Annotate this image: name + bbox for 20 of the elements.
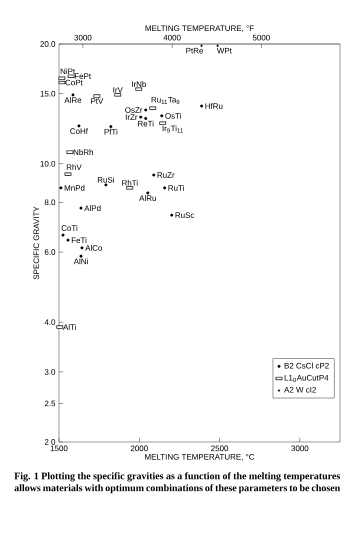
point [62,234,65,237]
point [144,116,148,120]
point [80,206,82,210]
point [66,238,70,242]
point [80,246,84,250]
point [109,125,112,128]
point [80,254,82,258]
point [160,114,164,118]
point [152,174,156,177]
point [146,191,150,194]
point [77,124,80,128]
point [104,183,108,186]
point [71,93,74,96]
point [163,186,166,190]
point [59,186,62,190]
point [200,104,204,108]
caption: Fig. 1 Plotting the specific gravities as a function of the melting temperatures allows materials with optimum combinations of these parameters to be chosen [14,472,340,494]
point [170,214,174,217]
point [144,108,148,112]
point [139,116,142,119]
